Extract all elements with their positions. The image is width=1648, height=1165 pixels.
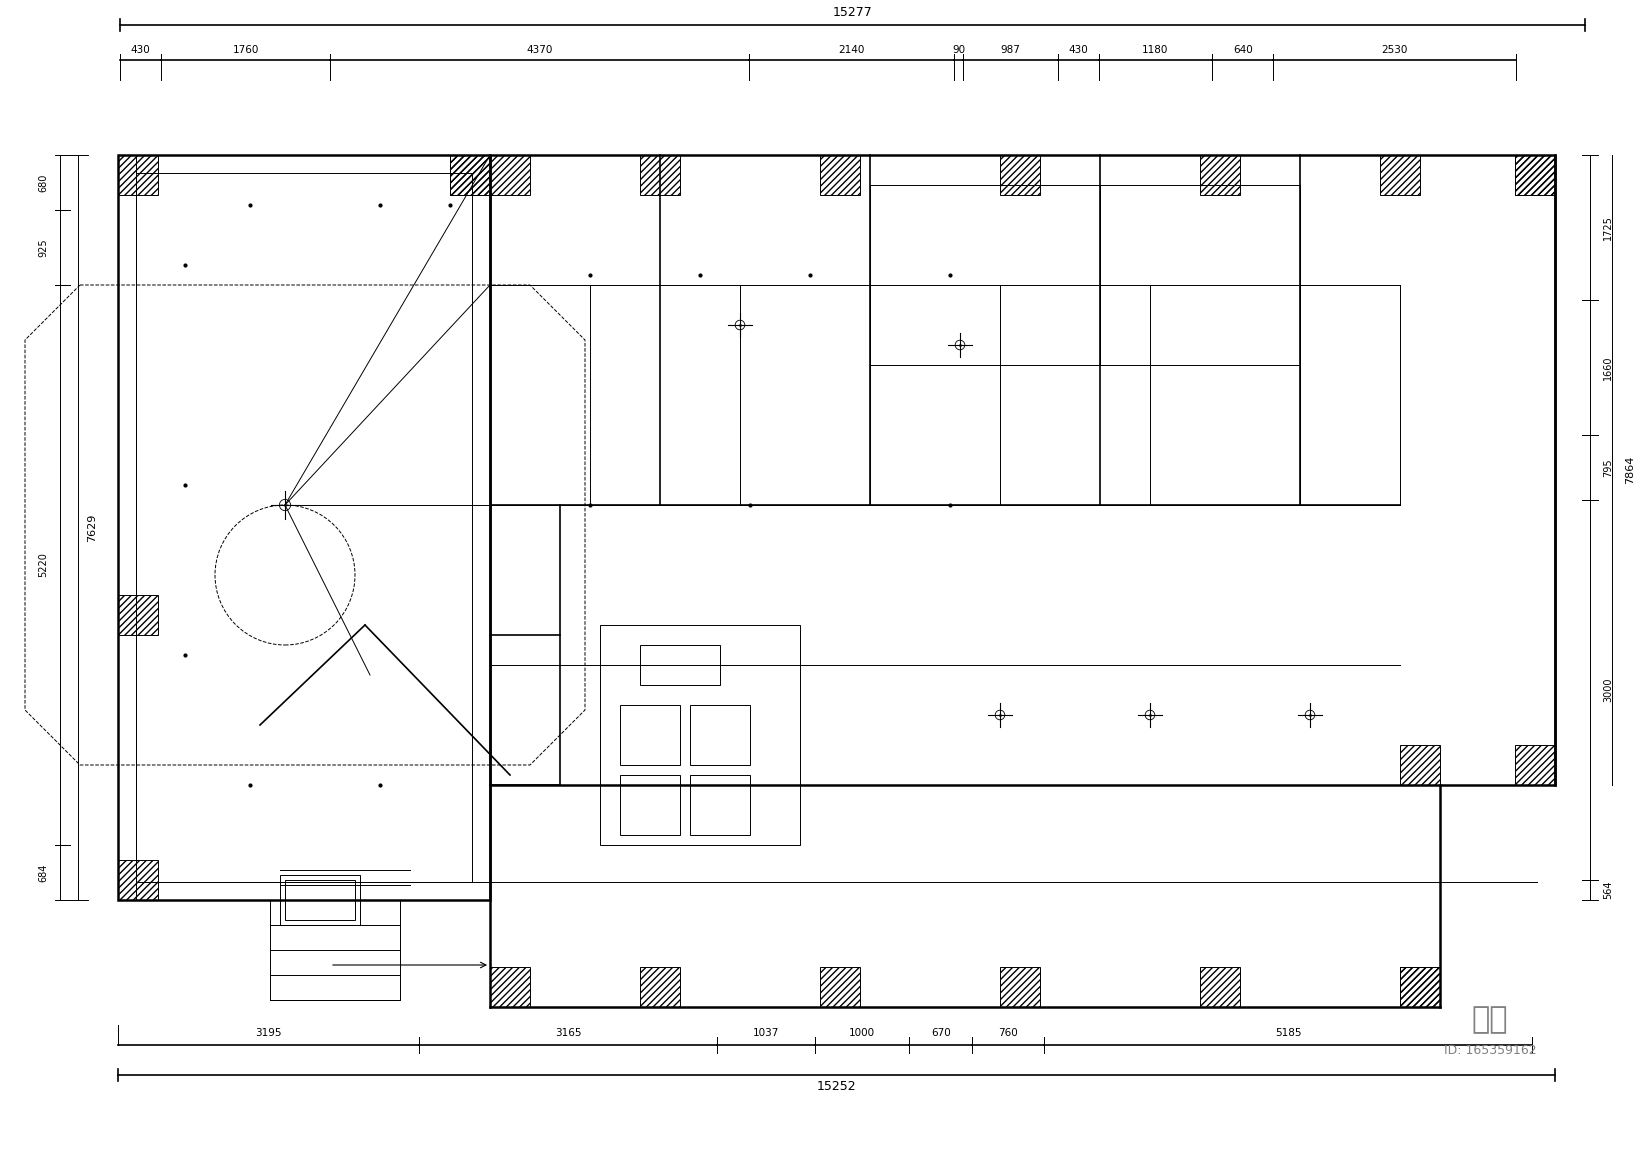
Bar xyxy=(489,155,531,195)
Text: 680: 680 xyxy=(38,174,48,192)
Text: 684: 684 xyxy=(38,863,48,882)
Text: 3000: 3000 xyxy=(1604,678,1613,702)
Bar xyxy=(450,155,489,195)
Text: 7864: 7864 xyxy=(1625,456,1635,485)
Bar xyxy=(620,775,681,835)
Text: 925: 925 xyxy=(38,238,48,256)
Bar xyxy=(870,185,1099,365)
Text: 1000: 1000 xyxy=(849,1028,875,1038)
Bar xyxy=(1000,155,1040,195)
Text: 7629: 7629 xyxy=(87,514,97,542)
Text: 5220: 5220 xyxy=(38,552,48,578)
Text: 15277: 15277 xyxy=(832,7,872,20)
Bar xyxy=(1401,744,1440,785)
Bar xyxy=(450,155,489,195)
Bar xyxy=(821,155,860,195)
Bar xyxy=(691,705,750,765)
Bar xyxy=(137,172,471,882)
Text: 5185: 5185 xyxy=(1276,1028,1302,1038)
Text: 知末: 知末 xyxy=(1472,1005,1508,1035)
Text: ID: 165359162: ID: 165359162 xyxy=(1444,1044,1536,1057)
Bar xyxy=(489,967,531,1007)
Text: 1660: 1660 xyxy=(1604,355,1613,380)
Bar xyxy=(1200,967,1239,1007)
Bar xyxy=(1401,967,1440,1007)
Bar xyxy=(600,624,799,845)
Text: 795: 795 xyxy=(1604,458,1613,476)
Bar xyxy=(639,645,720,685)
Bar xyxy=(119,155,158,195)
Text: 2140: 2140 xyxy=(839,45,865,55)
Text: 2530: 2530 xyxy=(1381,45,1407,55)
Bar xyxy=(1401,967,1440,1007)
Bar xyxy=(1515,155,1556,195)
Bar xyxy=(119,860,158,901)
Text: 4370: 4370 xyxy=(526,45,552,55)
Bar xyxy=(119,155,489,901)
Text: 1760: 1760 xyxy=(232,45,259,55)
Text: 987: 987 xyxy=(1000,45,1020,55)
Text: 564: 564 xyxy=(1604,881,1613,899)
Bar xyxy=(119,595,158,635)
Bar xyxy=(285,880,354,920)
Bar xyxy=(620,705,681,765)
Text: 1037: 1037 xyxy=(753,1028,780,1038)
Text: 15252: 15252 xyxy=(817,1080,857,1094)
Bar xyxy=(270,901,400,1000)
Text: 1725: 1725 xyxy=(1604,216,1613,240)
Bar xyxy=(691,775,750,835)
Text: 3195: 3195 xyxy=(255,1028,282,1038)
Bar xyxy=(1515,155,1556,195)
Text: 1180: 1180 xyxy=(1142,45,1168,55)
Text: 430: 430 xyxy=(130,45,150,55)
Bar xyxy=(489,155,1556,785)
Bar xyxy=(639,155,681,195)
Bar xyxy=(821,967,860,1007)
Bar xyxy=(280,875,359,925)
Bar xyxy=(1000,967,1040,1007)
Text: 3165: 3165 xyxy=(555,1028,582,1038)
Text: 640: 640 xyxy=(1233,45,1252,55)
Bar xyxy=(1200,155,1239,195)
Text: 760: 760 xyxy=(999,1028,1018,1038)
Bar xyxy=(1515,744,1556,785)
Bar xyxy=(639,967,681,1007)
Bar xyxy=(1099,185,1300,365)
Text: 430: 430 xyxy=(1068,45,1088,55)
Text: 670: 670 xyxy=(931,1028,951,1038)
Bar xyxy=(1379,155,1421,195)
Text: 90: 90 xyxy=(953,45,966,55)
